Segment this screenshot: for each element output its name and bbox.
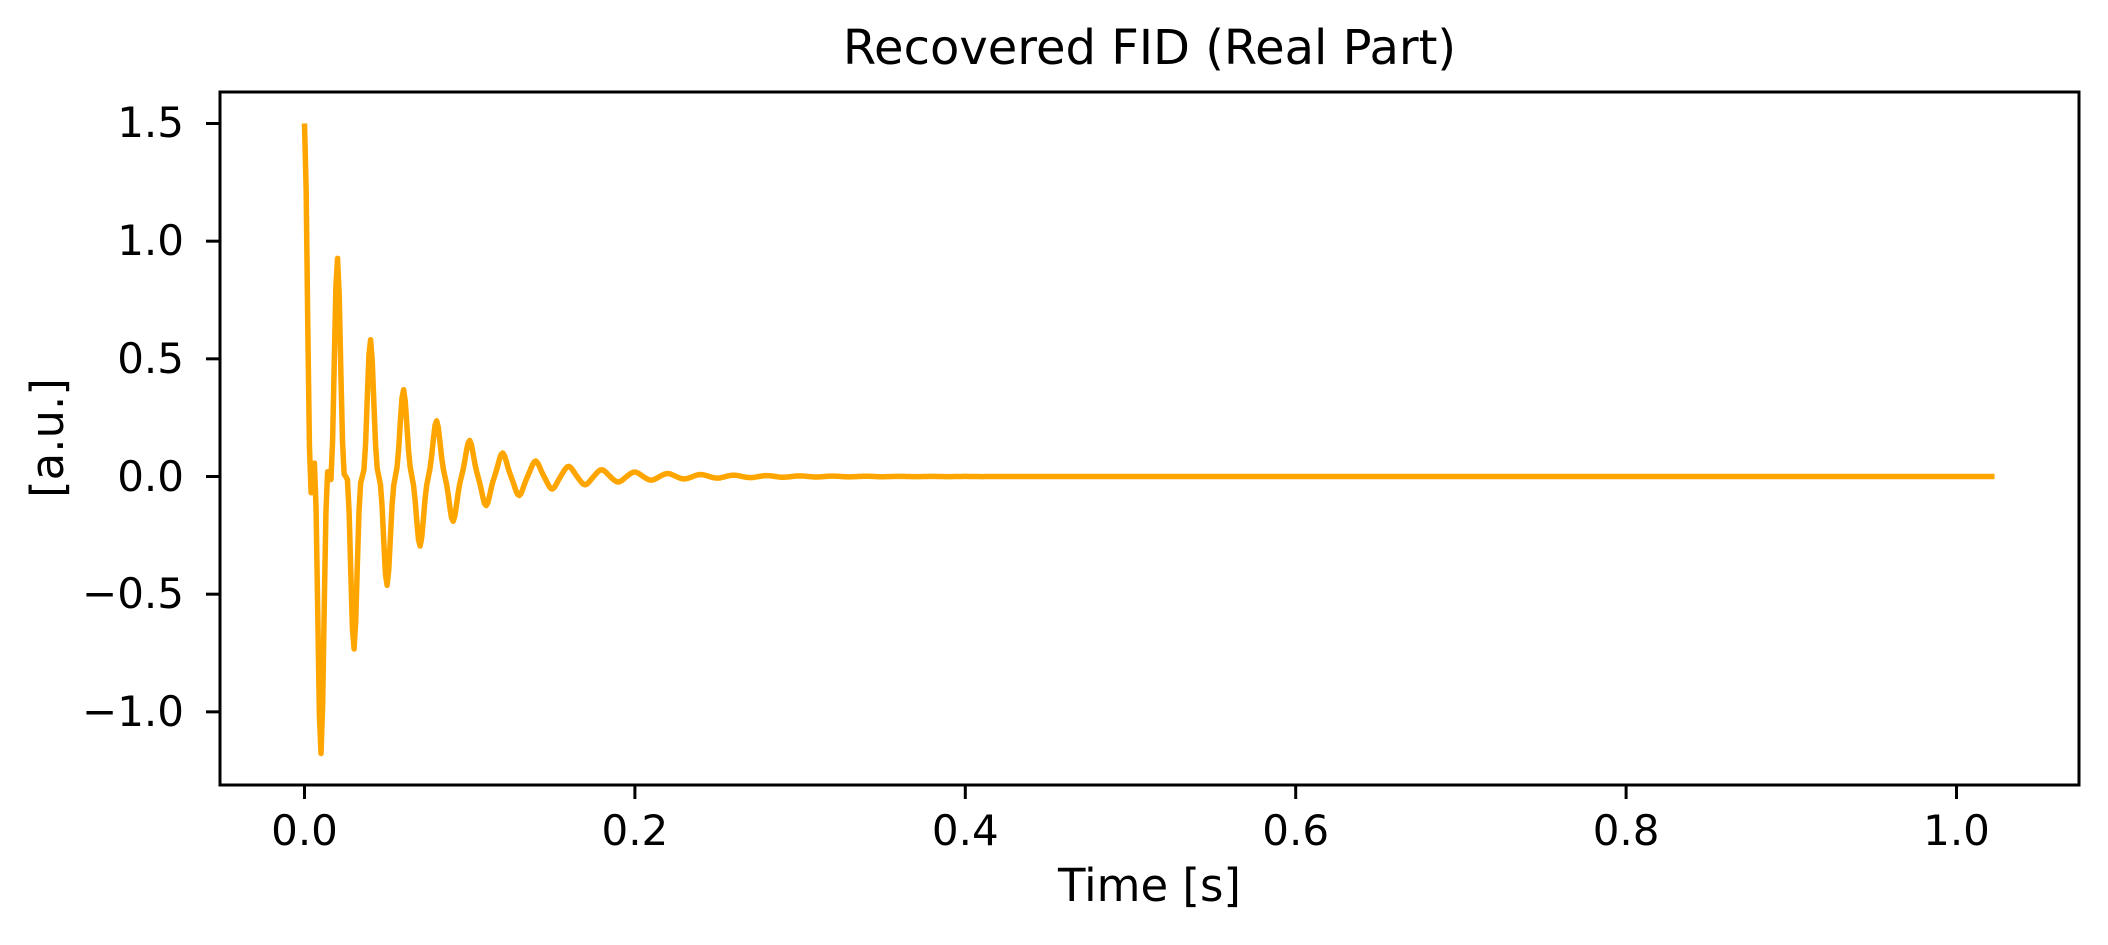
x-tick-label: 1.0	[1923, 806, 1990, 855]
x-tick-label: 0.8	[1592, 806, 1660, 855]
x-tick-label: 0.2	[601, 806, 669, 855]
axes-frame	[218, 90, 2081, 787]
y-tick-label: 0.5	[117, 333, 184, 383]
x-tick-label: 0.0	[271, 806, 338, 855]
tick-marks	[206, 121, 1959, 799]
y-tick-label: −0.5	[82, 569, 184, 619]
chart-title: Recovered FID (Real Part)	[842, 20, 1457, 76]
y-tick-label: 0.0	[117, 451, 184, 501]
x-tick-label: 0.6	[1262, 806, 1330, 855]
x-tick-label: 0.4	[931, 806, 999, 855]
y-tick-label: −1.0	[82, 686, 184, 736]
y-tick-label: 1.5	[117, 98, 184, 148]
x-axis-label: Time [s]	[1058, 859, 1241, 912]
fid-signal-line	[301, 123, 1996, 757]
y-tick-label: 1.0	[117, 216, 184, 266]
